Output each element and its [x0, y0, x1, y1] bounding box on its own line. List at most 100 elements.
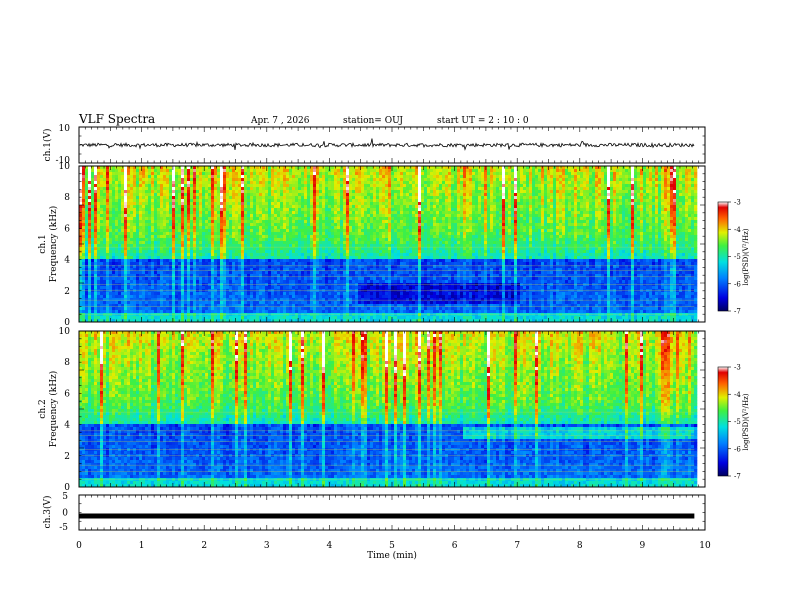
spectrogram-cell [673, 220, 677, 224]
spectrogram-cell [226, 169, 230, 173]
spectrogram-cell [211, 202, 215, 206]
spectrogram-cell [97, 184, 101, 188]
spectrogram-cell [658, 187, 662, 191]
spectrogram-cell [94, 205, 98, 209]
spectrogram-cell [427, 187, 431, 191]
spectrogram-cell [424, 175, 428, 179]
spectrogram-cell [391, 175, 395, 179]
spectrogram-cell [562, 202, 566, 206]
spectrogram-cell [553, 193, 557, 197]
spectrogram-cell [487, 220, 491, 224]
spectrogram-cell [268, 214, 272, 218]
spectrogram-cell [628, 220, 632, 224]
spectrogram-cell [172, 196, 176, 200]
spectrogram-cell [247, 190, 251, 194]
spectrogram-cell [94, 187, 98, 191]
spectrogram-cell [379, 220, 383, 224]
spectrogram-cell [163, 172, 167, 176]
spectrogram-cell [268, 196, 272, 200]
spectrogram-cell [634, 214, 638, 218]
spectrogram-cell [493, 196, 497, 200]
spectrogram-cell [637, 172, 641, 176]
spectrogram-cell [169, 181, 173, 185]
spectrogram-cell [400, 181, 404, 185]
spectrogram-cell [508, 205, 512, 209]
spectrogram-cell [628, 190, 632, 194]
spectrogram-cell [337, 172, 341, 176]
spectrogram-cell [220, 214, 224, 218]
spectrogram-cell [454, 181, 458, 185]
spectrogram-cell [673, 205, 677, 209]
spectrogram-cell [466, 226, 470, 230]
spectrogram-cell [673, 196, 677, 200]
spectrogram-cell [586, 169, 590, 173]
spectrogram-cell [478, 214, 482, 218]
spectrogram-cell [220, 211, 224, 215]
spectrogram-cell [109, 187, 113, 191]
spectrogram-cell [331, 187, 335, 191]
spectrogram-cell [427, 190, 431, 194]
spectrogram-cell [523, 202, 527, 206]
spectrogram-cell [136, 229, 140, 233]
spectrogram-cell [484, 187, 488, 191]
spectrogram-cell [523, 172, 527, 176]
spectrogram-cell [667, 175, 671, 179]
spectrogram-cell [571, 211, 575, 215]
spectrogram-cell [499, 208, 503, 212]
spectrogram-cell [277, 178, 281, 182]
spectrogram-cell [391, 220, 395, 224]
spectrogram-cell [475, 205, 479, 209]
spectrogram-cell [661, 166, 665, 170]
spectrogram-cell [535, 193, 539, 197]
spectrogram-cell [403, 169, 407, 173]
spectrogram-cell [460, 199, 464, 203]
spectrogram-cell [187, 190, 191, 194]
spectrogram-cell [277, 172, 281, 176]
spectrogram-cell [424, 187, 428, 191]
spectrogram-cell [613, 193, 617, 197]
spectrogram-cell [334, 214, 338, 218]
spectrogram-cell [436, 229, 440, 233]
spectrogram-cell [613, 196, 617, 200]
spectrogram-cell [472, 199, 476, 203]
spectrogram-cell [295, 178, 299, 182]
spectrogram-cell [397, 199, 401, 203]
spectrogram-cell [271, 199, 275, 203]
spectrogram-cell [316, 214, 320, 218]
spectrogram-cell [430, 208, 434, 212]
spectrogram-cell [319, 196, 323, 200]
spectrogram-cell [424, 166, 428, 170]
spectrogram-cell [493, 181, 497, 185]
spectrogram-cell [493, 208, 497, 212]
spectrogram-cell [604, 181, 608, 185]
spectrogram-cell [202, 193, 206, 197]
spectrogram-cell [340, 211, 344, 215]
spectrogram-cell [379, 202, 383, 206]
spectrogram-cell [115, 202, 119, 206]
spectrogram-cell [196, 175, 200, 179]
spectrogram-cell [184, 223, 188, 227]
spectrogram-cell [115, 169, 119, 173]
spectrogram-cell [475, 208, 479, 212]
spectrogram-cell [400, 199, 404, 203]
spectrogram-cell [478, 181, 482, 185]
spectrogram-cell [511, 211, 515, 215]
spectrogram-cell [478, 172, 482, 176]
spectrogram-cell [529, 202, 533, 206]
spectrogram-cell [229, 226, 233, 230]
spectrogram-cell [244, 220, 248, 224]
spectrogram-cell [688, 220, 692, 224]
spectrogram-cell [175, 184, 179, 188]
spectrogram-cell [253, 220, 257, 224]
spectrogram-cell [670, 232, 674, 236]
spectrogram-cell [556, 214, 560, 218]
spectrogram-cell [199, 196, 203, 200]
spectrogram-cell [274, 229, 278, 233]
spectrogram-cell [358, 211, 362, 215]
spectrogram-cell [694, 184, 698, 188]
ch1-panel: 10 -10 ch.1(V) [42, 124, 706, 166]
spectrogram-cell [229, 202, 233, 206]
spectrogram-cell [241, 169, 245, 173]
spectrogram-cell [547, 187, 551, 191]
spectrogram-cell [121, 226, 125, 230]
